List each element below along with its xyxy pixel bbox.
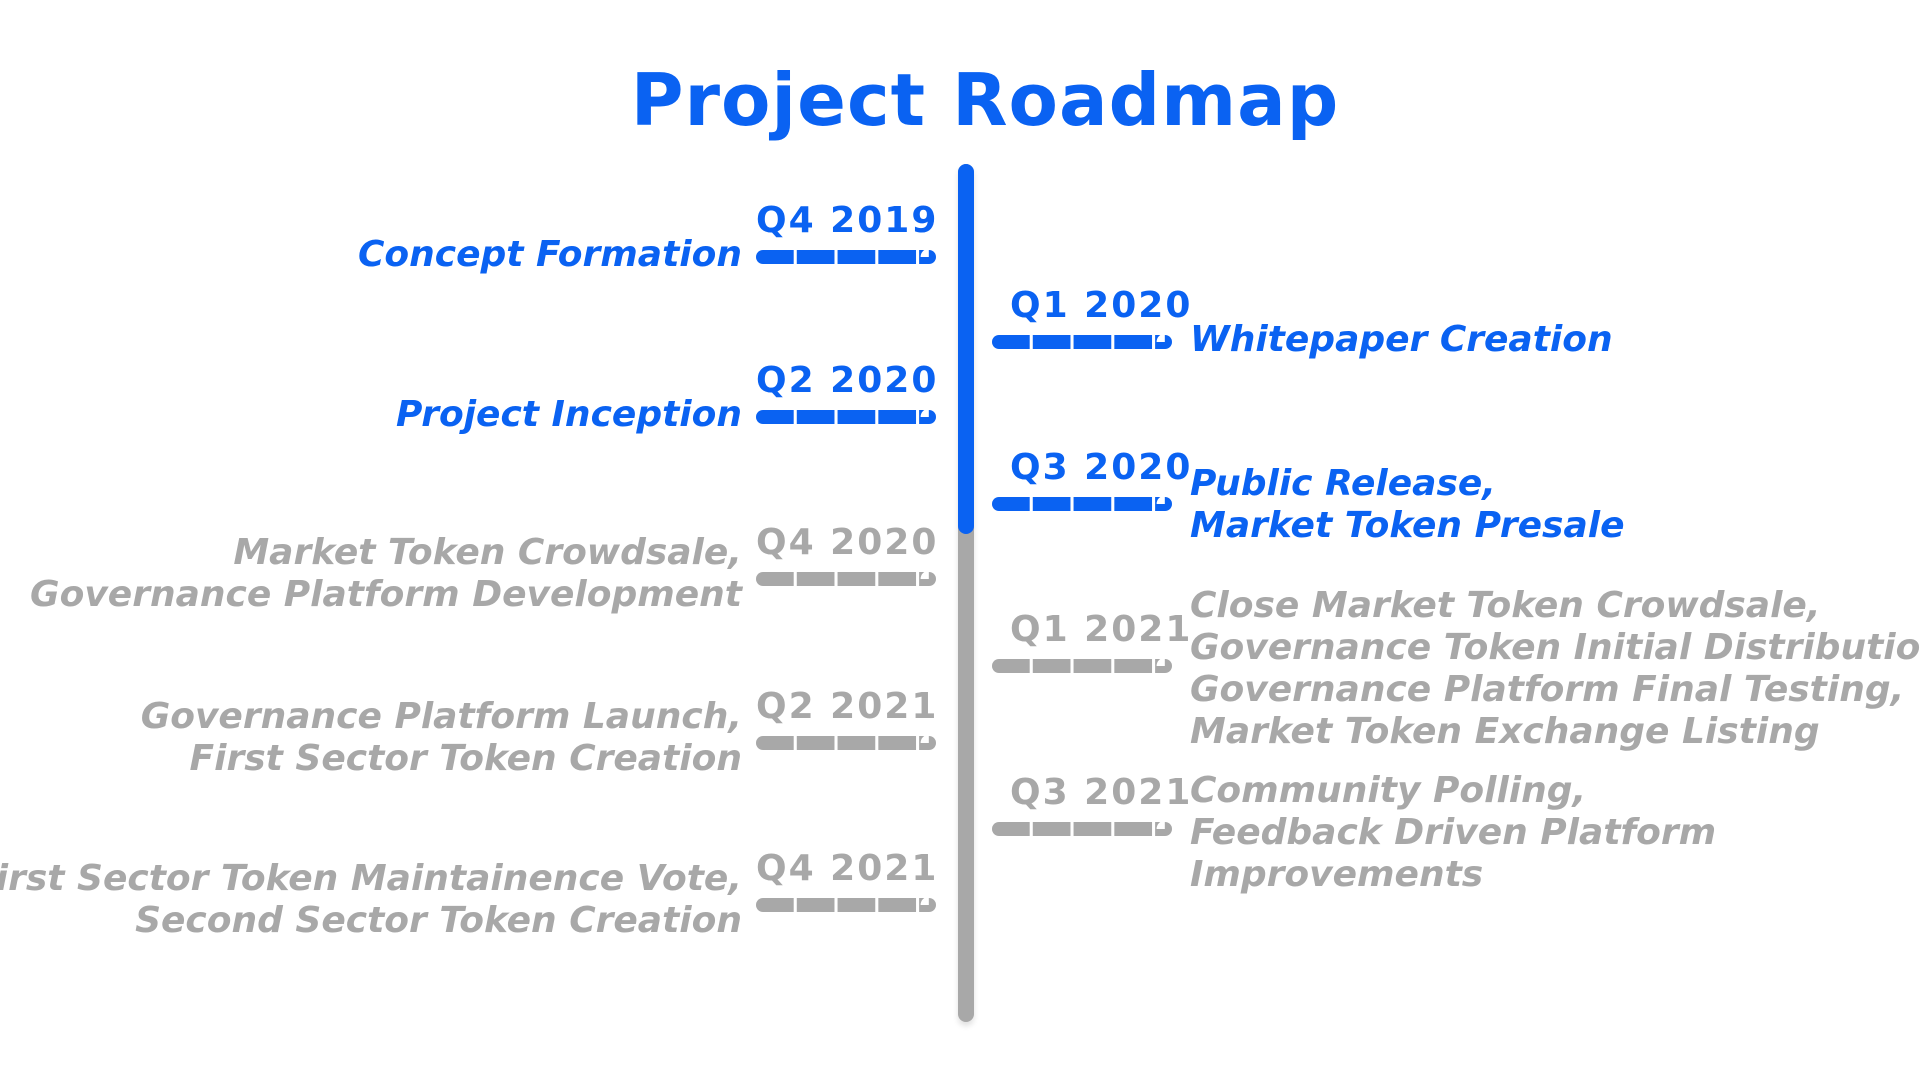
milestone-label: Concept Formation [357,234,742,275]
timeline-spine-completed [958,164,974,534]
milestone-connector [756,250,936,264]
milestone-quarter: Q4 2021 [756,848,939,889]
milestone-label: First Sector Token Maintainence Vote, Se… [0,858,742,941]
milestone-quarter: Q1 2021 [1010,609,1193,650]
milestone-quarter: Q1 2020 [1010,285,1193,326]
milestone-label: Project Inception [395,394,742,435]
milestone-connector [992,822,1172,836]
milestone-quarter: Q4 2020 [756,522,939,563]
milestone-quarter: Q2 2021 [756,686,939,727]
milestone-connector [756,572,936,586]
page-title: Project Roadmap [630,58,1340,142]
milestone-label: Market Token Crowdsale, Governance Platf… [30,532,742,615]
milestone-connector [756,410,936,424]
milestone-connector [992,497,1172,511]
milestone-quarter: Q4 2019 [756,200,939,241]
milestone-quarter: Q3 2020 [1010,447,1193,488]
milestone-label: Close Market Token Crowdsale, Governance… [1190,585,1920,752]
milestone-connector [992,335,1172,349]
milestone-quarter: Q3 2021 [1010,772,1193,813]
milestone-label: Whitepaper Creation [1190,319,1613,360]
milestone-label: Public Release, Market Token Presale [1190,463,1625,546]
milestone-label: Governance Platform Launch, First Sector… [140,696,742,779]
milestone-quarter: Q2 2020 [756,360,939,401]
milestone-connector [992,659,1172,673]
milestone-connector [756,898,936,912]
milestone-label: Community Polling, Feedback Driven Platf… [1190,770,1717,895]
milestone-connector [756,736,936,750]
